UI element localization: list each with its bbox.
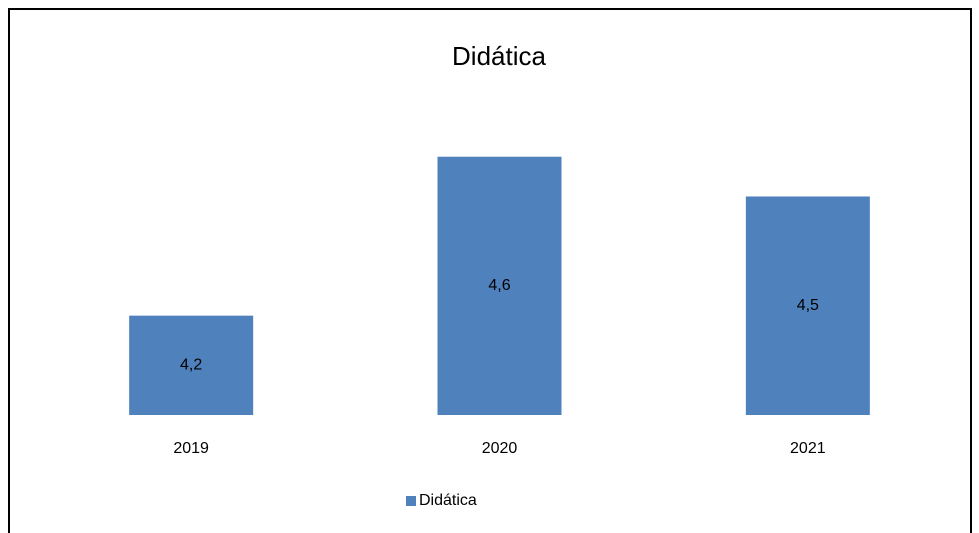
x-tick-label: 2020 (482, 440, 518, 457)
x-tick-label: 2019 (173, 440, 209, 457)
x-tick-label: 2021 (790, 440, 826, 457)
legend-label: Didática (419, 492, 477, 509)
legend-swatch (406, 496, 416, 506)
data-label: 4,6 (488, 277, 510, 294)
bar (129, 315, 254, 415)
data-label: 4,5 (797, 297, 819, 314)
bar (437, 156, 562, 415)
data-label: 4,2 (180, 357, 202, 374)
bar (745, 196, 870, 415)
chart-border (8, 8, 972, 533)
chart-title: Didática (452, 41, 546, 71)
